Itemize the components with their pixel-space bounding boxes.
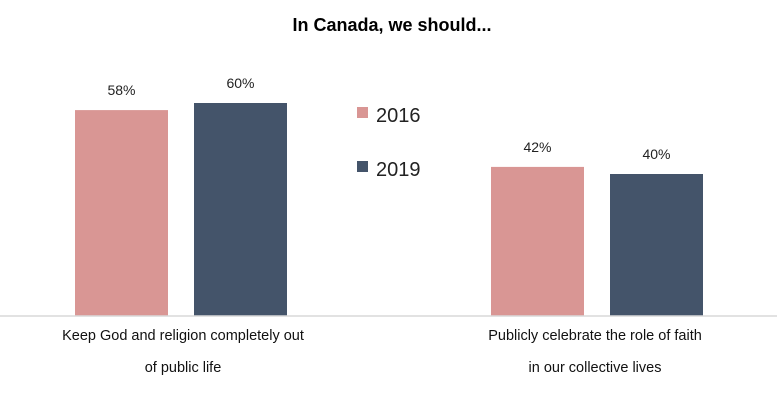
labels-layer: 58% 42% 60% 40% <box>107 75 670 162</box>
bar-2019-cat2 <box>610 174 703 316</box>
bar-2019-cat1 <box>194 103 287 316</box>
bar-2016-cat2 <box>491 166 584 316</box>
legend-label-2016: 2016 <box>376 105 421 127</box>
category-labels: Keep God and religion completely out of p… <box>62 328 702 376</box>
data-label-2016-cat1: 58% <box>107 82 135 98</box>
category-label-2-line2: in our collective lives <box>529 360 662 376</box>
category-label-1-line1: Keep God and religion completely out <box>62 328 304 344</box>
data-label-2019-cat2: 40% <box>642 146 670 162</box>
data-label-2016-cat2: 42% <box>523 139 551 155</box>
category-label-1-line2: of public life <box>145 360 222 376</box>
legend-label-2019: 2019 <box>376 159 421 181</box>
legend: 2016 2019 <box>357 105 421 181</box>
category-label-2-line1: Publicly celebrate the role of faith <box>488 328 702 344</box>
chart-title: In Canada, we should... <box>292 15 491 35</box>
legend-swatch-2016 <box>357 107 368 118</box>
bar-2016-cat1 <box>75 110 168 316</box>
bars-layer <box>75 103 703 316</box>
data-label-2019-cat1: 60% <box>226 75 254 91</box>
legend-swatch-2019 <box>357 161 368 172</box>
